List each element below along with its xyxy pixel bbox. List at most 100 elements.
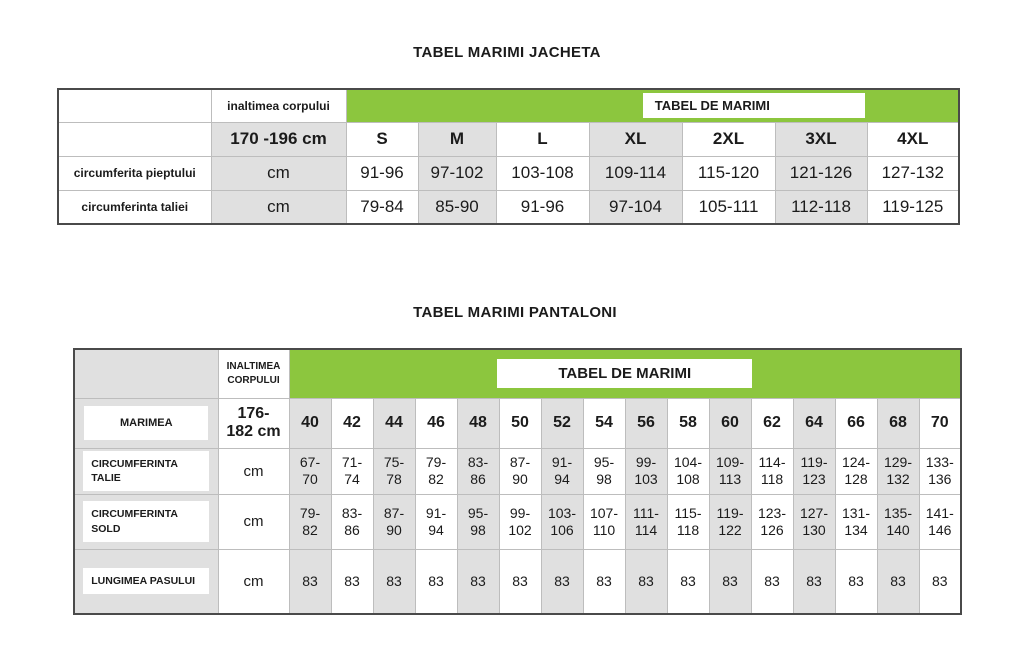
size-header-cell: 46 [414,397,458,449]
value-cell: 83 [372,548,416,615]
value-cell: 83 [750,548,794,615]
size-header-cell: 44 [372,397,416,449]
value-cell: 119- 123 [792,447,836,495]
table-row: INALTIMEA CORPULUI TABEL DE MARIMI [73,348,962,399]
value-cell: 83- 86 [456,447,500,495]
value-cell: 109-114 [588,155,683,191]
size-header-cell: 50 [498,397,542,449]
corner-cell [57,121,212,157]
value-cell: 83 [708,548,752,615]
size-header-cell: 48 [456,397,500,449]
value-cell: 79- 82 [288,493,332,550]
row-label-cell: CIRCUMFERINTA SOLD [73,493,219,550]
value-cell: 87- 90 [372,493,416,550]
unit-cell: cm [217,447,290,495]
table-row: circumferita pieptului cm 91-96 97-102 103-1… [57,155,960,191]
value-cell: 119- 122 [708,493,752,550]
value-cell: 95- 98 [456,493,500,550]
table-row: inaltimea corpului TABEL DE MARIMI [57,88,960,123]
size-band-cell: TABEL DE MARIMI [345,88,960,123]
row-label-cell: circumferinta taliei [57,189,212,225]
size-header-cell: L [495,121,590,157]
value-cell: 114- 118 [750,447,794,495]
size-header-cell: 70 [918,397,962,449]
size-header-cell: XL [588,121,683,157]
value-cell: 121-126 [774,155,868,191]
value-cell: 111- 114 [624,493,668,550]
table-row: CIRCUMFERINTA SOLD cm 79- 82 83- 86 87- 90 91- 94… [73,493,962,550]
value-cell: 115- 118 [666,493,710,550]
height-header-cell: inaltimea corpului [210,88,347,123]
size-header-cell: 42 [330,397,374,449]
value-cell: 91- 94 [540,447,584,495]
size-header-cell: 52 [540,397,584,449]
unit-cell: cm [210,189,347,225]
value-cell: 109- 113 [708,447,752,495]
value-cell: 135- 140 [876,493,920,550]
value-cell: 83- 86 [330,493,374,550]
value-cell: 83 [666,548,710,615]
value-cell: 141- 146 [918,493,962,550]
value-cell: 83 [792,548,836,615]
value-cell: 104- 108 [666,447,710,495]
value-cell: 83 [876,548,920,615]
unit-cell: cm [210,155,347,191]
value-cell: 83 [834,548,878,615]
value-cell: 99- 103 [624,447,668,495]
size-header-cell: 60 [708,397,752,449]
size-header-cell: 4XL [866,121,960,157]
band-label-box: TABEL DE MARIMI [642,93,865,119]
jacket-size-table: inaltimea corpului TABEL DE MARIMI 170 -19… [57,88,961,225]
corner-cell [57,88,212,123]
size-header-cell: 54 [582,397,626,449]
size-header-cell: 56 [624,397,668,449]
size-header-cell: M [417,121,497,157]
height-header-cell: INALTIMEA CORPULUI [217,348,290,399]
unit-cell: cm [217,493,290,550]
value-cell: 83 [288,548,332,615]
size-header-cell: 58 [666,397,710,449]
value-cell: 112-118 [774,189,868,225]
value-cell: 115-120 [681,155,776,191]
value-cell: 123- 126 [750,493,794,550]
band-label-box: TABEL DE MARIMI [497,359,753,389]
table-row: MARIMEA 176- 182 cm 40 42 44 46 48 50 52 54 56 58 60 6… [73,397,962,449]
height-range-cell: 176- 182 cm [217,397,290,449]
table-row: LUNGIMEA PASULUI cm 83 83 83 83 83 83 83 83 83 83 83… [73,548,962,615]
value-cell: 71- 74 [330,447,374,495]
value-cell: 83 [540,548,584,615]
value-cell: 103- 106 [540,493,584,550]
jacket-table-title: TABEL MARIMI JACHETA [413,44,601,61]
size-header-cell: S [345,121,419,157]
value-cell: 83 [498,548,542,615]
value-cell: 91-96 [495,189,590,225]
value-cell: 127- 130 [792,493,836,550]
corner-cell [73,348,219,399]
value-cell: 127-132 [866,155,960,191]
size-header-cell: 2XL [681,121,776,157]
value-cell: 105-111 [681,189,776,225]
value-cell: 83 [456,548,500,615]
value-cell: 87- 90 [498,447,542,495]
value-cell: 133- 136 [918,447,962,495]
value-cell: 91-96 [345,155,419,191]
row-label-box: CIRCUMFERINTA SOLD [83,501,210,542]
value-cell: 85-90 [417,189,497,225]
value-cell: 79- 82 [414,447,458,495]
value-cell: 91- 94 [414,493,458,550]
value-cell: 95- 98 [582,447,626,495]
size-header-cell: 3XL [774,121,868,157]
value-cell: 99- 102 [498,493,542,550]
value-cell: 83 [582,548,626,615]
pants-table-title: TABEL MARIMI PANTALONI [413,304,617,321]
table-row: CIRCUMFERINTA TALIE cm 67- 70 71- 74 75- 78 79- 8… [73,447,962,495]
size-header-cell: 68 [876,397,920,449]
value-cell: 97-104 [588,189,683,225]
pants-size-table: INALTIMEA CORPULUI TABEL DE MARIMI MARIMEA… [73,348,962,615]
value-cell: 97-102 [417,155,497,191]
size-header-cell: 40 [288,397,332,449]
value-cell: 83 [918,548,962,615]
value-cell: 83 [414,548,458,615]
size-header-cell: 62 [750,397,794,449]
